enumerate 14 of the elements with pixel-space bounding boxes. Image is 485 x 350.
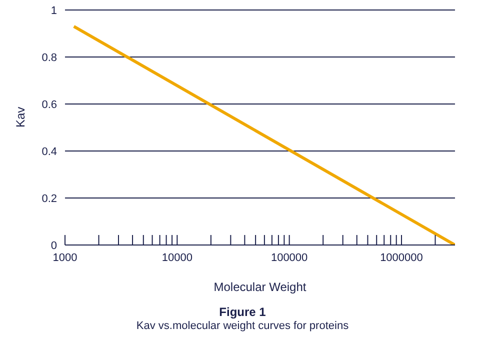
x-axis-title: Molecular Weight bbox=[214, 280, 307, 294]
text: Kav vs.molecular weight curves for proteins bbox=[135, 319, 350, 333]
y-tick-label: 0.4 bbox=[42, 146, 57, 158]
x-tick-label: 10000 bbox=[162, 252, 192, 264]
x-tick-label: 1000 bbox=[52, 252, 78, 264]
y-tick-label: 0 bbox=[50, 240, 57, 252]
y-tick-label: 1 bbox=[50, 4, 57, 17]
y-tick-label: 0.2 bbox=[42, 192, 57, 205]
text: Figure 1 bbox=[218, 305, 267, 319]
y-axis-title: Kav bbox=[13, 106, 28, 128]
y-tick-label: 0.6 bbox=[42, 98, 57, 111]
y-tick-label: 0.8 bbox=[42, 52, 57, 64]
x-tick-label: 100000 bbox=[270, 252, 308, 264]
x-tick-label: 1000000 bbox=[380, 252, 423, 264]
